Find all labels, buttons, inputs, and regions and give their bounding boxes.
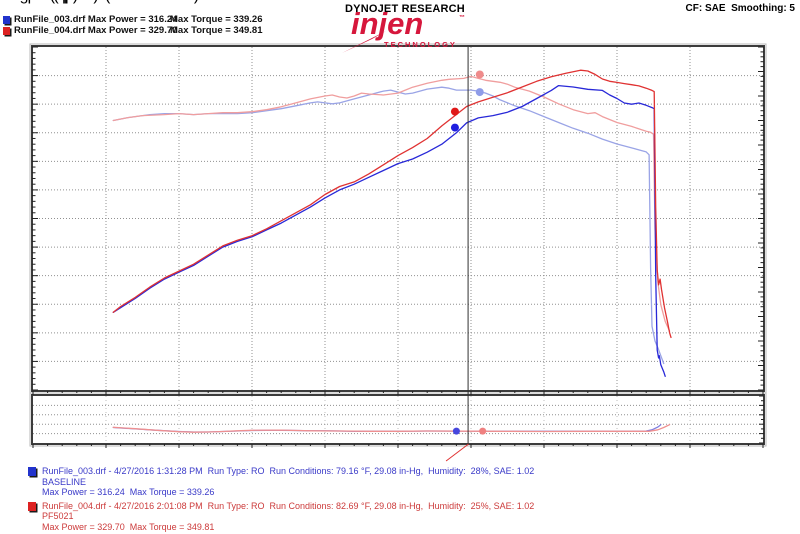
svg-text:300: 300 bbox=[0, 0, 27, 4]
svg-text:297.98 hp: 297.98 hp bbox=[0, 0, 71, 4]
svg-text:225: 225 bbox=[0, 0, 27, 4]
run-label-line: PF5021 bbox=[42, 511, 74, 521]
svg-text:3.0: 3.0 bbox=[0, 0, 22, 4]
svg-text:20: 20 bbox=[0, 0, 18, 4]
svg-text:125: 125 bbox=[0, 0, 27, 4]
correction-smoothing-label: CF: SAE Smoothing: 5 bbox=[685, 3, 795, 14]
top-legend: RunFile_003.drf Max Power = 316.24 Max To… bbox=[3, 14, 263, 36]
svg-text:25: 25 bbox=[0, 0, 18, 4]
svg-text:175: 175 bbox=[0, 0, 27, 4]
svg-text:50: 50 bbox=[0, 0, 18, 4]
svg-text:125: 125 bbox=[0, 0, 27, 4]
svg-text:5.0: 5.0 bbox=[0, 0, 22, 4]
run-file-max-power-label: RunFile_003.drf Max Power = 316.24 bbox=[14, 14, 178, 25]
run-details-legend: RunFile_003.drf - 4/27/2016 1:31:28 PM R… bbox=[28, 466, 534, 534]
run-summary-row: RunFile_004.drf Max Power = 329.70 Max To… bbox=[3, 25, 263, 36]
svg-text:12: 12 bbox=[0, 0, 18, 4]
svg-text:6.0: 6.0 bbox=[0, 0, 22, 4]
legend-color-chip bbox=[28, 467, 36, 476]
max-torque-label: Max Torque = 349.81 bbox=[170, 25, 263, 36]
cursor-leader-line bbox=[445, 443, 469, 462]
dynojet-research-label: DYNOJET RESEARCH bbox=[345, 3, 465, 15]
svg-text:Torque (ft-lbs): Torque (ft-lbs) bbox=[0, 0, 99, 4]
svg-text:332.98 ft-lbs: 332.98 ft-lbs bbox=[0, 0, 88, 4]
svg-text:14: 14 bbox=[0, 0, 18, 4]
svg-text:325: 325 bbox=[0, 0, 27, 4]
legend-color-chip bbox=[3, 15, 10, 24]
legend-color-chip bbox=[28, 501, 36, 511]
svg-text:275: 275 bbox=[0, 0, 27, 4]
svg-text:275: 275 bbox=[0, 0, 27, 4]
svg-text:Air/Fuel: Air/Fuel bbox=[0, 0, 55, 4]
svg-text:175: 175 bbox=[0, 0, 27, 4]
injen-wordmark: injen bbox=[351, 6, 424, 41]
run-label-line: BASELINE bbox=[42, 476, 87, 487]
curve-pf5021-torque bbox=[112, 75, 671, 332]
svg-text:3.5: 3.5 bbox=[0, 0, 22, 4]
run-max-line: Max Power = 316.24 Max Torque = 339.26 bbox=[42, 487, 215, 497]
max-torque-label: Max Torque = 339.26 bbox=[170, 14, 263, 25]
cursor-value-dot bbox=[450, 107, 459, 116]
run-detail-text: RunFile_004.drf - 4/27/2016 2:01:08 PM R… bbox=[42, 501, 534, 533]
curve-pf5021-airfuel bbox=[112, 424, 671, 433]
svg-text:12.52 Air/Fuel: 12.52 Air/Fuel bbox=[0, 0, 99, 4]
svg-text:1.5: 1.5 bbox=[0, 0, 22, 4]
cursor-value-dot bbox=[475, 88, 484, 97]
svg-text:200: 200 bbox=[0, 0, 27, 4]
injen-logo: DYNOJET RESEARCH injen ™ TECHNOLOGY bbox=[338, 2, 472, 53]
run-file-max-power-label: RunFile_004.drf Max Power = 329.70 bbox=[14, 25, 178, 36]
curve-pf5021-power bbox=[112, 69, 672, 339]
svg-text:75: 75 bbox=[0, 0, 18, 4]
svg-text:350: 350 bbox=[0, 0, 27, 4]
legend-color-chip bbox=[3, 26, 10, 35]
svg-text:Engine Speed (RPM x1000): Engine Speed (RPM x1000) bbox=[0, 0, 199, 4]
svg-text:325: 325 bbox=[0, 0, 27, 4]
svg-text:225: 225 bbox=[0, 0, 27, 4]
technology-label: TECHNOLOGY bbox=[384, 40, 457, 49]
svg-text:150: 150 bbox=[0, 0, 27, 4]
curve-baseline-torque bbox=[112, 86, 665, 365]
svg-text:283.64 hp: 283.64 hp bbox=[0, 0, 71, 4]
run-summary-row: RunFile_003.drf Max Power = 316.24 Max To… bbox=[3, 14, 263, 25]
svg-text:150: 150 bbox=[0, 0, 27, 4]
cursor-value-dot bbox=[452, 427, 460, 435]
svg-text:16: 16 bbox=[0, 0, 18, 4]
run-detail-row: RunFile_003.drf - 4/27/2016 1:31:28 PM R… bbox=[28, 466, 534, 498]
svg-text:75: 75 bbox=[0, 0, 18, 4]
svg-text:10: 10 bbox=[0, 0, 18, 4]
run-max-line: Max Power = 329.70 Max Torque = 349.81 bbox=[42, 521, 215, 532]
run-detail-row: RunFile_004.drf - 4/27/2016 2:01:08 PM R… bbox=[28, 501, 534, 533]
svg-text:100: 100 bbox=[0, 0, 27, 4]
svg-text:6.5: 6.5 bbox=[0, 0, 22, 4]
run-conditions-line: RunFile_004.drf - 4/27/2016 2:01:08 PM R… bbox=[42, 500, 535, 511]
svg-text:349.81 ft-lbs: 349.81 ft-lbs bbox=[0, 0, 88, 4]
svg-text:350: 350 bbox=[0, 0, 27, 4]
svg-text:2.0: 2.0 bbox=[0, 0, 22, 4]
injen-swoosh-icon bbox=[342, 31, 386, 53]
trademark-icon: ™ bbox=[459, 15, 465, 21]
cursor-value-dot bbox=[450, 123, 459, 132]
svg-text:300: 300 bbox=[0, 0, 27, 4]
svg-text:5.5: 5.5 bbox=[0, 0, 22, 4]
cursor-value-dot bbox=[475, 70, 484, 79]
svg-text:4.0: 4.0 bbox=[0, 0, 22, 4]
svg-text:375: 375 bbox=[0, 0, 27, 4]
svg-text:Power (hp): Power (hp) bbox=[0, 0, 78, 4]
svg-text:12.53 Air/Fuel: 12.53 Air/Fuel bbox=[0, 0, 99, 4]
svg-text:250: 250 bbox=[0, 0, 27, 4]
run-conditions-line: RunFile_003.drf - 4/27/2016 1:31:28 PM R… bbox=[42, 466, 535, 476]
run-detail-text: RunFile_003.drf - 4/27/2016 1:31:28 PM R… bbox=[42, 466, 534, 498]
svg-text:18: 18 bbox=[0, 0, 18, 4]
svg-text:4.5: 4.5 bbox=[0, 0, 22, 4]
svg-text:200: 200 bbox=[0, 0, 27, 4]
curve-baseline-power bbox=[112, 84, 666, 377]
svg-text:2.5: 2.5 bbox=[0, 0, 22, 4]
svg-text:50: 50 bbox=[0, 0, 18, 4]
svg-text:100: 100 bbox=[0, 0, 27, 4]
cursor-value-dot bbox=[479, 427, 487, 435]
svg-text:250: 250 bbox=[0, 0, 27, 4]
